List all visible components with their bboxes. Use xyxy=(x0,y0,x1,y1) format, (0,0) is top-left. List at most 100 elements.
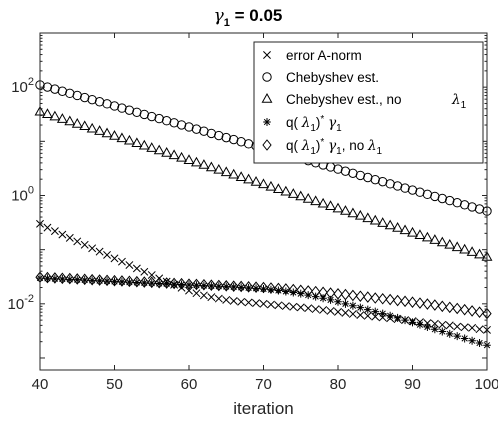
data-point-o xyxy=(385,179,395,189)
y-tick-label: 10-2 xyxy=(8,293,34,313)
data-point-asterisk xyxy=(244,283,253,292)
data-point-triangle xyxy=(228,168,240,179)
data-point-diamond xyxy=(154,276,164,289)
data-point-o xyxy=(474,204,485,214)
data-point-diamond xyxy=(184,278,194,290)
chart-title: γ1 = 0.05 xyxy=(214,6,283,29)
data-point-x xyxy=(460,323,469,332)
data-point-x xyxy=(266,300,275,309)
data-point-x xyxy=(259,299,268,308)
data-point-asterisk xyxy=(43,274,52,283)
data-point-o xyxy=(243,139,254,149)
legend-label: q( λ1)* γ1 xyxy=(286,114,342,134)
data-point-o xyxy=(236,137,246,147)
data-point-diamond xyxy=(422,298,433,310)
data-point-o xyxy=(206,128,217,139)
data-point-x xyxy=(80,240,89,249)
data-point-diamond xyxy=(102,274,112,287)
data-point-asterisk xyxy=(140,278,149,287)
data-point-triangle xyxy=(205,161,217,172)
data-point-triangle xyxy=(339,205,351,215)
data-point-x xyxy=(65,233,74,242)
legend-marker-triangle xyxy=(261,92,273,103)
data-point-x xyxy=(341,308,350,317)
data-point-diamond xyxy=(162,277,172,289)
data-point-asterisk xyxy=(155,279,163,288)
data-point-diamond xyxy=(407,296,418,309)
legend-label: Chebyshev est. xyxy=(286,70,379,85)
data-point-triangle xyxy=(429,234,441,244)
axes: 40 50 60 70 80 90 100 10-2 100 102 xyxy=(8,32,498,393)
data-point-diamond xyxy=(236,280,246,293)
data-point-o xyxy=(400,183,410,193)
data-point-triangle xyxy=(265,180,277,191)
data-point-asterisk xyxy=(453,332,462,341)
data-point-asterisk xyxy=(237,283,245,292)
series-diamond xyxy=(35,271,492,320)
data-point-o xyxy=(161,116,172,126)
data-point-triangle xyxy=(280,185,292,196)
data-point-asterisk xyxy=(207,281,216,290)
series-triangle xyxy=(34,105,493,261)
data-point-x xyxy=(50,227,59,236)
data-point-diamond xyxy=(296,284,306,297)
data-point-x xyxy=(445,321,454,330)
data-point-triangle xyxy=(243,173,255,184)
y-tick-label: 102 xyxy=(11,76,34,96)
data-point-x xyxy=(43,223,52,232)
data-point-asterisk xyxy=(386,311,394,320)
data-point-o xyxy=(147,111,157,122)
data-point-diamond xyxy=(370,292,380,304)
x-tick-label: 80 xyxy=(330,376,347,393)
data-point-diamond xyxy=(445,301,455,314)
data-point-diamond xyxy=(348,289,358,302)
data-point-x xyxy=(453,322,462,331)
data-point-o xyxy=(94,97,105,107)
data-point-asterisk xyxy=(229,282,238,291)
data-point-asterisk xyxy=(378,309,387,318)
legend-item-asterisk: q( λ1)* γ1 xyxy=(263,114,342,134)
legend: error A-norm Chebyshev est. Chebyshev est.… xyxy=(253,41,484,164)
data-point-x xyxy=(207,293,216,302)
data-point-x xyxy=(274,301,283,310)
data-point-diamond xyxy=(80,273,90,286)
data-point-x xyxy=(103,250,112,259)
data-point-triangle xyxy=(436,236,448,247)
data-point-triangle xyxy=(295,190,307,201)
data-point-diamond xyxy=(303,285,313,297)
data-point-asterisk xyxy=(95,276,104,285)
legend-marker-o xyxy=(262,72,272,82)
data-point-asterisk xyxy=(438,327,447,336)
data-point-diamond xyxy=(392,294,403,307)
data-point-o xyxy=(422,189,433,200)
data-point-diamond xyxy=(318,286,328,299)
data-point-triangle xyxy=(161,147,173,157)
data-point-x xyxy=(229,296,238,305)
data-point-x xyxy=(244,298,253,307)
data-point-diamond xyxy=(273,282,284,295)
data-point-asterisk xyxy=(423,322,432,331)
data-point-asterisk xyxy=(200,281,208,290)
data-point-triangle xyxy=(183,154,195,164)
data-point-triangle xyxy=(459,243,471,254)
data-point-triangle xyxy=(310,195,322,206)
data-point-triangle xyxy=(287,188,299,198)
data-point-triangle xyxy=(258,178,269,189)
data-point-asterisk xyxy=(445,329,454,338)
data-point-diamond xyxy=(229,280,239,292)
data-point-asterisk xyxy=(147,279,156,288)
data-point-asterisk xyxy=(118,277,126,286)
data-point-diamond xyxy=(50,272,60,284)
data-point-diamond xyxy=(474,306,485,319)
data-point-triangle xyxy=(116,132,128,143)
data-point-x xyxy=(319,306,328,314)
legend-item-diamond: q( λ1)* γ1, no λ1 xyxy=(262,137,383,157)
data-point-diamond xyxy=(42,271,53,284)
data-point-asterisk xyxy=(334,297,342,306)
data-point-asterisk xyxy=(408,318,417,327)
data-point-x xyxy=(222,295,231,304)
series-x xyxy=(36,219,491,334)
data-point-diamond xyxy=(124,275,135,288)
data-point-x xyxy=(140,267,149,276)
data-point-asterisk xyxy=(416,320,424,329)
